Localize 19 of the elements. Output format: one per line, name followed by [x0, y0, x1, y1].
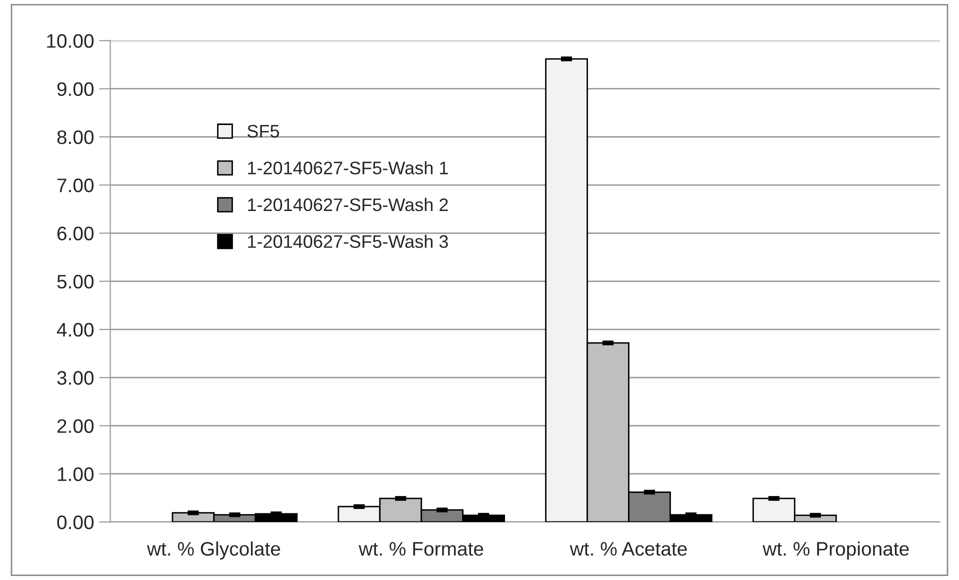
y-tick-label: 2.00: [57, 419, 94, 433]
y-tick-label: 4.00: [56, 322, 94, 337]
legend-label: 1-20140627-SF5-Wash 3: [248, 234, 448, 248]
x-tick-label: wt. % Acetate: [570, 542, 687, 556]
y-tick-label: 5.00: [57, 274, 94, 289]
x-tick-label: wt. % Glycolate: [146, 541, 280, 560]
y-tick-label: 0.00: [57, 515, 94, 530]
x-tick-label: wt. % Formate: [358, 542, 484, 556]
legend-label: 1-20140627-SF5-Wash 2: [248, 198, 448, 212]
y-tick-label: 9.00: [57, 82, 94, 96]
y-tick-label: 3.00: [57, 371, 94, 385]
y-tick-label: 6.00: [57, 226, 94, 240]
y-tick-label: 8.00: [57, 130, 94, 144]
y-tick-label: 10.00: [47, 34, 94, 48]
y-tick-label: 1.00: [58, 467, 94, 482]
legend-label: 1-20140627-SF5-Wash 1: [248, 161, 448, 174]
legend-label: SF5: [247, 124, 280, 138]
x-tick-label: wt. % Propionate: [762, 541, 909, 560]
y-tick-label: 7.00: [57, 178, 94, 192]
